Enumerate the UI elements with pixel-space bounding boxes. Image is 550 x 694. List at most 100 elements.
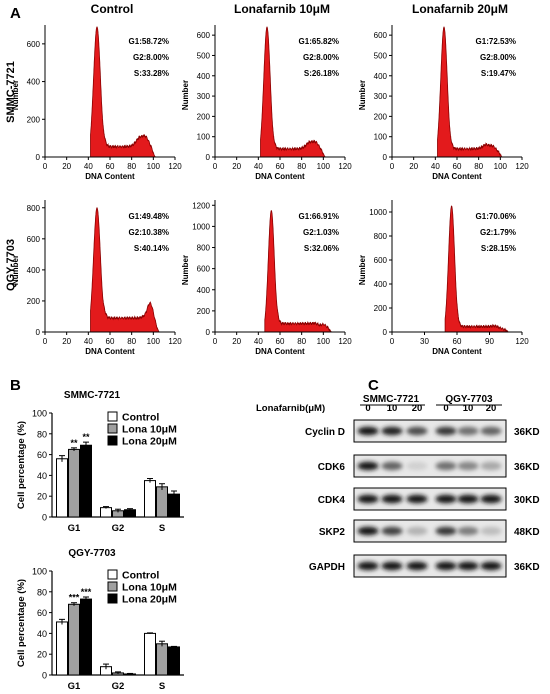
y-axis-label: Number xyxy=(358,80,367,110)
chart-title: QGY-7703 xyxy=(68,548,116,559)
protein-label: CDK4 xyxy=(318,495,346,506)
bar xyxy=(156,643,168,676)
treatment-label: Lonafarnib(μM) xyxy=(256,403,325,414)
blot-strip xyxy=(353,554,507,578)
bar xyxy=(144,632,156,676)
x-tick-label: 100 xyxy=(317,337,331,346)
bar xyxy=(80,598,92,676)
phase-stat: G1:72.53% xyxy=(476,37,516,46)
significance-marker: ** xyxy=(70,438,78,448)
bar xyxy=(124,509,136,518)
dose-label: 0 xyxy=(365,403,370,414)
x-tick-label: G2 xyxy=(112,681,125,692)
y-tick-label: 400 xyxy=(197,72,211,81)
x-tick-label: 100 xyxy=(147,337,161,346)
histogram-area xyxy=(260,26,326,158)
cell-line-label: QGY-7703 xyxy=(445,394,493,405)
y-tick-label: 40 xyxy=(37,629,47,639)
x-tick-label: 80 xyxy=(127,337,136,346)
y-tick-label: 0 xyxy=(383,153,388,162)
band xyxy=(480,526,502,536)
band xyxy=(435,561,457,571)
y-tick-label: 1000 xyxy=(369,208,387,217)
phase-stat: S:19.47% xyxy=(481,69,516,78)
bar xyxy=(56,458,68,518)
band xyxy=(457,494,479,504)
x-tick-label: 120 xyxy=(168,162,182,171)
x-tick-label: 0 xyxy=(390,162,395,171)
x-tick-label: 60 xyxy=(453,162,462,171)
x-tick-label: 60 xyxy=(276,162,285,171)
x-tick-label: 20 xyxy=(232,337,241,346)
protein-label: CDK6 xyxy=(318,462,346,473)
x-axis-label: DNA Content xyxy=(85,172,135,181)
y-tick-label: 300 xyxy=(197,92,211,101)
y-tick-label: 600 xyxy=(27,40,41,49)
band xyxy=(435,494,457,504)
protein-label: SKP2 xyxy=(319,527,346,538)
x-axis-label: DNA Content xyxy=(432,347,482,356)
bar xyxy=(68,448,80,518)
legend-entry: Lona 10μM xyxy=(122,424,177,436)
chart-title: SMMC-7721 xyxy=(64,390,121,401)
y-tick-label: 1000 xyxy=(192,222,210,231)
y-tick-label: 600 xyxy=(374,31,388,40)
panel-label-b: B xyxy=(10,377,21,394)
histogram-area xyxy=(90,207,161,333)
x-tick-label: 120 xyxy=(515,337,529,346)
legend-entry: Lona 20μM xyxy=(122,594,177,606)
col-title-lona20: Lonafarnib 20μM xyxy=(412,2,508,16)
phase-stat: S:32.06% xyxy=(304,244,339,253)
band xyxy=(480,494,502,504)
bar xyxy=(144,480,156,518)
x-tick-label: 60 xyxy=(276,337,285,346)
x-tick-label: 80 xyxy=(474,162,483,171)
phase-stat: S:40.14% xyxy=(134,244,169,253)
x-axis-label: DNA Content xyxy=(255,172,305,181)
x-axis-label: DNA Content xyxy=(85,347,135,356)
y-axis-label: Number xyxy=(181,80,190,110)
x-tick-label: 80 xyxy=(297,337,306,346)
x-tick-label: 40 xyxy=(431,162,440,171)
bar xyxy=(100,507,112,518)
band xyxy=(406,426,428,436)
histogram-area xyxy=(444,205,509,333)
x-tick-label: 100 xyxy=(147,162,161,171)
y-tick-label: 100 xyxy=(374,133,388,142)
bar-chart-qgy: QGY-7703 Cell percentage (%) 0 20 40 60 80 100 *… xyxy=(16,548,184,692)
y-tick-label: 200 xyxy=(374,304,388,313)
blot-strip xyxy=(353,419,507,443)
band xyxy=(457,561,479,571)
x-tick-label: S xyxy=(159,523,165,534)
y-axis-label: Number xyxy=(181,255,190,285)
x-tick-label: 120 xyxy=(515,162,529,171)
bar xyxy=(168,646,180,676)
band xyxy=(357,494,379,504)
legend-swatch xyxy=(107,581,118,592)
phase-stat: G2:8.00% xyxy=(133,53,169,62)
y-tick-label: 400 xyxy=(197,286,211,295)
y-tick-label: 800 xyxy=(197,244,211,253)
y-tick-label: 400 xyxy=(374,72,388,81)
x-axis-label: DNA Content xyxy=(255,347,305,356)
phase-stat: S:26.18% xyxy=(304,69,339,78)
band xyxy=(406,461,428,471)
band xyxy=(406,561,428,571)
histogram-area xyxy=(264,210,333,333)
band xyxy=(357,426,379,436)
phase-stat: G1:49.48% xyxy=(129,212,169,221)
x-tick-label: 20 xyxy=(409,162,418,171)
x-tick-label: 90 xyxy=(485,337,494,346)
y-tick-label: 80 xyxy=(37,429,47,439)
significance-marker: *** xyxy=(81,587,92,597)
x-tick-label: S xyxy=(159,681,165,692)
y-tick-label: 40 xyxy=(37,471,47,481)
dose-label: 0 xyxy=(443,403,448,414)
y-axis-label: Number xyxy=(11,80,20,110)
phase-stat: G2:1.03% xyxy=(303,228,339,237)
row-label-qgy: QGY-7703 xyxy=(5,239,17,291)
row-label-smmc: SMMC-7721 xyxy=(5,61,17,123)
dose-label: 10 xyxy=(463,403,474,414)
x-tick-label: G1 xyxy=(68,523,81,534)
